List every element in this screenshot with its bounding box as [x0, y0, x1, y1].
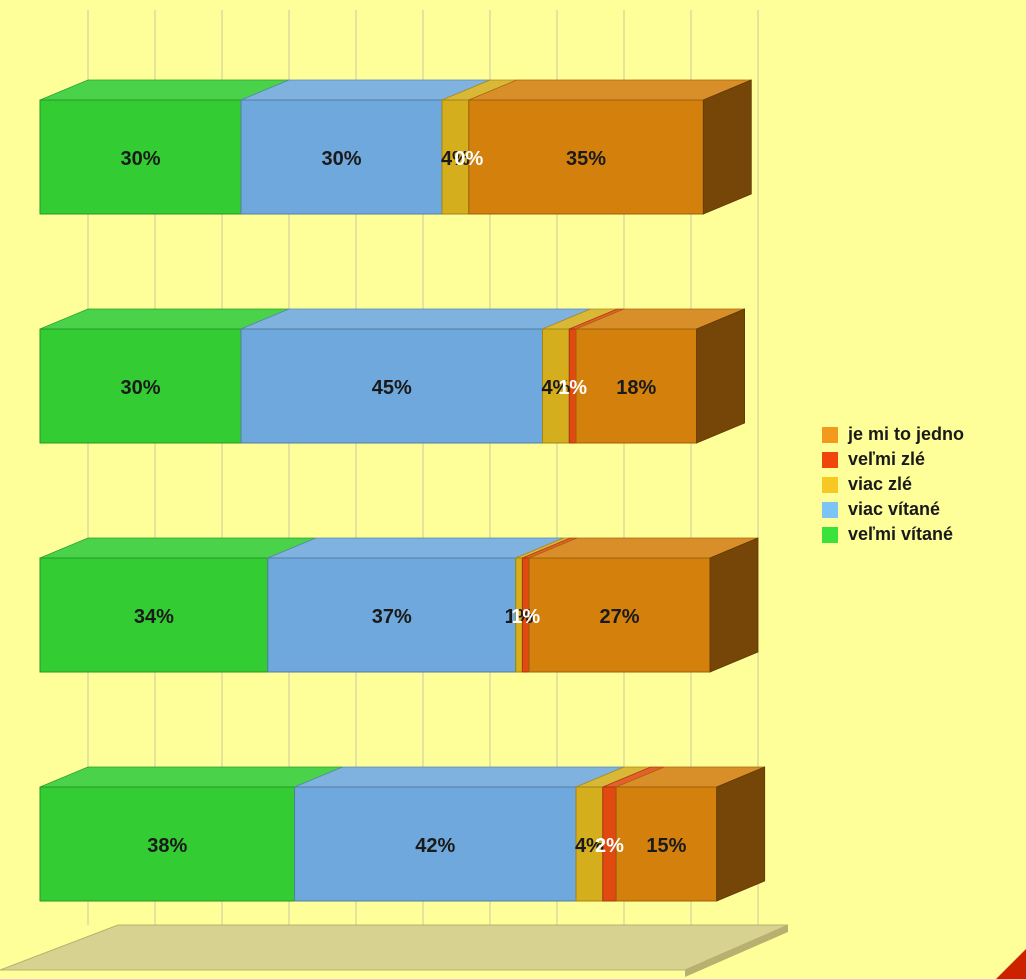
legend-label: viac vítané [848, 499, 941, 519]
bar-row [39, 537, 759, 673]
bar-segment-top [39, 766, 343, 788]
legend-item: veľmi vítané [822, 522, 964, 547]
legend-item: viac vítané [822, 497, 964, 522]
legend-swatch [822, 476, 838, 493]
legend-item: veľmi zlé [822, 447, 964, 472]
data-labels: 30% 30% 4%0% 35%30% 45% 4%1% 18%34% 37% 1%1% 27%3… [120, 148, 686, 857]
data-label: 4% [575, 835, 604, 857]
data-label: 30% [321, 148, 361, 170]
data-label: 37% [372, 606, 412, 628]
bar-segment-top [267, 537, 564, 559]
bar-side [696, 308, 745, 444]
data-label: 4% [441, 148, 470, 170]
data-label: 4% [541, 377, 570, 399]
bar-row [39, 766, 766, 902]
data-label: 27% [600, 606, 640, 628]
floor-edge [685, 925, 788, 977]
floor-plane [0, 924, 789, 971]
legend-label: viac zlé [848, 474, 913, 494]
data-label: 15% [646, 835, 686, 857]
legend-swatch [822, 451, 838, 468]
data-label: 35% [566, 148, 606, 170]
bar-segment [294, 786, 577, 902]
legend-swatch [822, 526, 838, 543]
legend-label: je mi to jedno [848, 424, 965, 444]
corner-accent [996, 949, 1026, 979]
data-label: 18% [616, 377, 656, 399]
data-label: 30% [120, 377, 160, 399]
bar-segment [468, 99, 704, 215]
bar-segment [39, 557, 269, 673]
bar-segment [240, 99, 443, 215]
data-label: 1% [511, 606, 540, 628]
data-label: 45% [372, 377, 412, 399]
bar-segment [240, 328, 543, 444]
data-label: 34% [134, 606, 174, 628]
bar-row [39, 79, 752, 215]
bar-segment [39, 328, 242, 444]
legend: je mi to jedno veľmi zlé viac zlé viac v… [822, 422, 964, 547]
bar-segment-top [468, 79, 752, 101]
legend-label: veľmi vítané [848, 524, 953, 544]
bar-side [716, 766, 766, 902]
bar-side [709, 537, 759, 673]
bar-segment-top [240, 308, 591, 330]
bar-side [702, 79, 752, 215]
data-label: 42% [415, 835, 455, 857]
data-label: 2% [595, 835, 624, 857]
bar-segment-top [294, 766, 625, 788]
bar-segment [39, 786, 296, 902]
legend-swatch [822, 426, 838, 443]
data-label: 30% [120, 148, 160, 170]
bar-segment [39, 99, 242, 215]
data-label: 1% [558, 377, 587, 399]
chart-floor [0, 924, 789, 977]
bar-segment [267, 557, 517, 673]
bar-segment [575, 328, 698, 444]
data-label: 0% [454, 148, 483, 170]
legend-swatch [822, 501, 838, 518]
legend-item: viac zlé [822, 472, 964, 497]
legend-label: veľmi zlé [848, 449, 925, 469]
bar-segment [575, 786, 604, 902]
bar-segment [441, 99, 470, 215]
bar-row [39, 308, 745, 444]
data-label: 1% [505, 606, 534, 628]
data-label: 38% [147, 835, 187, 857]
legend-item: je mi to jedno [822, 422, 964, 447]
bars [39, 79, 766, 902]
bar-segment [528, 557, 711, 673]
